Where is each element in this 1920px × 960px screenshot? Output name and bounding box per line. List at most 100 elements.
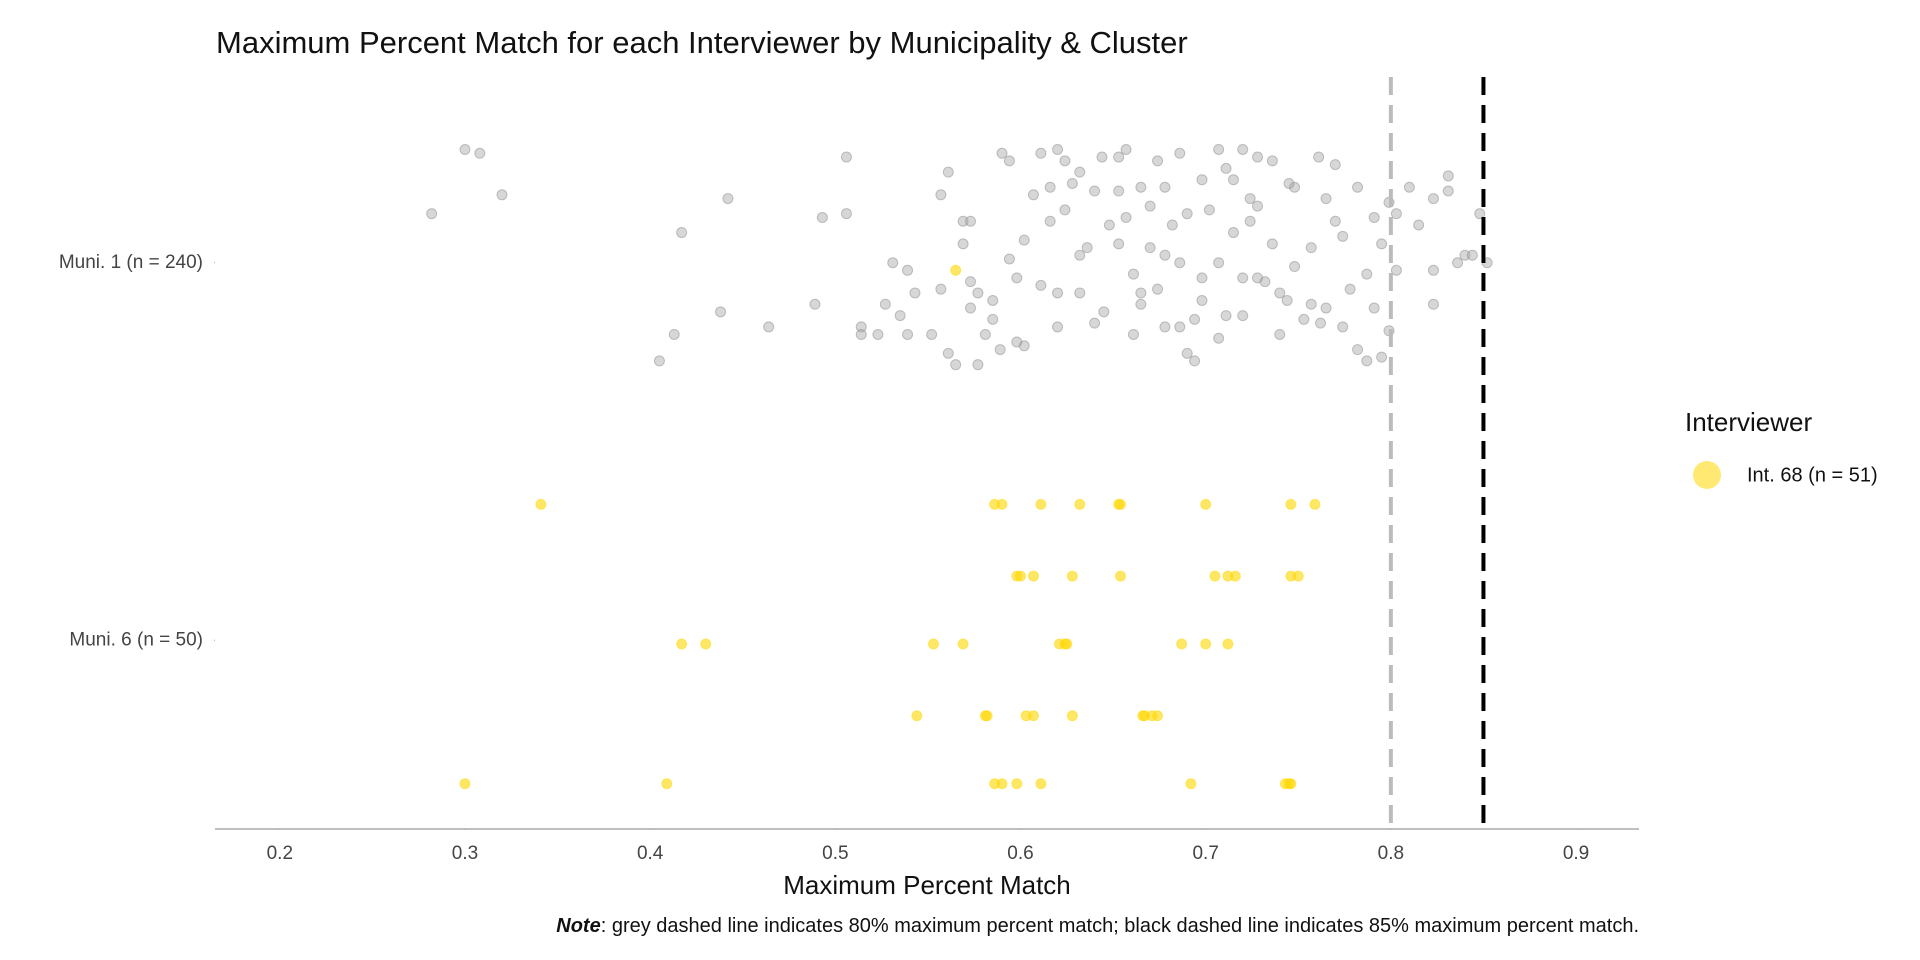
data-point bbox=[1113, 185, 1125, 197]
data-point bbox=[1115, 570, 1127, 582]
data-point bbox=[1252, 272, 1264, 284]
data-point bbox=[1044, 181, 1056, 193]
data-point bbox=[1035, 778, 1047, 790]
data-point bbox=[1027, 189, 1039, 201]
data-point bbox=[661, 778, 673, 790]
data-point bbox=[1305, 298, 1317, 310]
data-point bbox=[1185, 778, 1197, 790]
data-point bbox=[1159, 321, 1171, 333]
data-point bbox=[1474, 208, 1486, 220]
x-tick-label: 0.4 bbox=[637, 843, 664, 864]
data-point bbox=[1196, 174, 1208, 186]
data-point bbox=[459, 144, 471, 155]
data-point bbox=[1011, 272, 1023, 284]
legend-marker bbox=[1693, 461, 1721, 489]
data-point bbox=[1427, 193, 1439, 205]
data-point bbox=[1305, 242, 1317, 254]
data-point bbox=[981, 710, 993, 722]
data-point bbox=[1113, 151, 1125, 163]
data-point bbox=[1061, 638, 1073, 650]
data-point bbox=[1329, 159, 1341, 171]
x-axis-label: Maximum Percent Match bbox=[783, 870, 1071, 900]
y-tick-label: Muni. 6 (n = 50) bbox=[69, 629, 203, 650]
data-point bbox=[1413, 219, 1425, 231]
data-point bbox=[1314, 317, 1326, 329]
data-point bbox=[879, 298, 891, 310]
data-point bbox=[1181, 208, 1193, 220]
data-point bbox=[1466, 249, 1478, 261]
data-point bbox=[887, 257, 899, 269]
data-point bbox=[1368, 211, 1380, 223]
data-point bbox=[1059, 155, 1071, 167]
data-point bbox=[1066, 177, 1078, 189]
data-point bbox=[1035, 498, 1047, 510]
data-point bbox=[996, 147, 1008, 159]
data-point bbox=[987, 313, 999, 325]
data-point bbox=[957, 638, 969, 650]
note: Note: grey dashed line indicates 80% max… bbox=[556, 915, 1639, 937]
data-point bbox=[1209, 570, 1221, 582]
data-point bbox=[1135, 298, 1147, 310]
data-point bbox=[1089, 185, 1101, 197]
data-point bbox=[1120, 211, 1132, 223]
data-point bbox=[1220, 310, 1232, 322]
data-point bbox=[1174, 147, 1186, 159]
data-point bbox=[1329, 215, 1341, 227]
data-point bbox=[1044, 215, 1056, 227]
data-point bbox=[950, 359, 962, 371]
data-point bbox=[1213, 257, 1225, 269]
data-point bbox=[996, 778, 1008, 790]
x-tick-label: 0.5 bbox=[822, 843, 848, 864]
data-point bbox=[1176, 638, 1188, 650]
data-point bbox=[1113, 238, 1125, 250]
data-point bbox=[972, 359, 984, 371]
data-point bbox=[1152, 155, 1164, 167]
data-point bbox=[1368, 302, 1380, 314]
data-point bbox=[715, 306, 727, 318]
data-point bbox=[872, 328, 884, 340]
data-point bbox=[1196, 272, 1208, 284]
data-point bbox=[957, 215, 969, 227]
data-point bbox=[1427, 298, 1439, 310]
data-point bbox=[1120, 144, 1132, 155]
data-point bbox=[1059, 204, 1071, 216]
data-point bbox=[1274, 328, 1286, 340]
data-point bbox=[816, 211, 828, 223]
data-point bbox=[1074, 287, 1086, 299]
data-point bbox=[965, 302, 977, 314]
legend-label: Int. 68 (n = 51) bbox=[1747, 464, 1878, 486]
data-point bbox=[1289, 261, 1301, 273]
data-point bbox=[1237, 144, 1249, 155]
data-point bbox=[1018, 234, 1030, 246]
x-tick-label: 0.9 bbox=[1563, 843, 1589, 864]
data-point bbox=[1152, 710, 1164, 722]
data-point bbox=[1081, 242, 1093, 254]
data-point bbox=[1298, 313, 1310, 325]
data-point bbox=[1074, 249, 1086, 261]
data-point bbox=[763, 321, 775, 333]
note-text: : grey dashed line indicates 80% maximum… bbox=[601, 915, 1639, 937]
data-point bbox=[972, 287, 984, 299]
data-point bbox=[1052, 321, 1064, 333]
data-point bbox=[1289, 181, 1301, 193]
data-point bbox=[1403, 181, 1415, 193]
data-point bbox=[1313, 151, 1325, 163]
data-point bbox=[1003, 253, 1015, 265]
data-point bbox=[1237, 272, 1249, 284]
data-point bbox=[1052, 287, 1064, 299]
data-point bbox=[1459, 249, 1471, 261]
data-point bbox=[668, 328, 680, 340]
data-point bbox=[1337, 321, 1349, 333]
data-point bbox=[1237, 310, 1249, 322]
data-point bbox=[1003, 155, 1015, 167]
note-label: Note bbox=[556, 915, 600, 937]
data-point bbox=[1309, 498, 1321, 510]
data-point bbox=[894, 310, 906, 322]
data-point bbox=[1166, 219, 1178, 231]
data-point bbox=[942, 166, 954, 178]
data-point bbox=[1098, 306, 1110, 318]
data-point bbox=[1390, 264, 1402, 276]
data-point bbox=[927, 638, 939, 650]
data-point bbox=[1244, 193, 1256, 205]
